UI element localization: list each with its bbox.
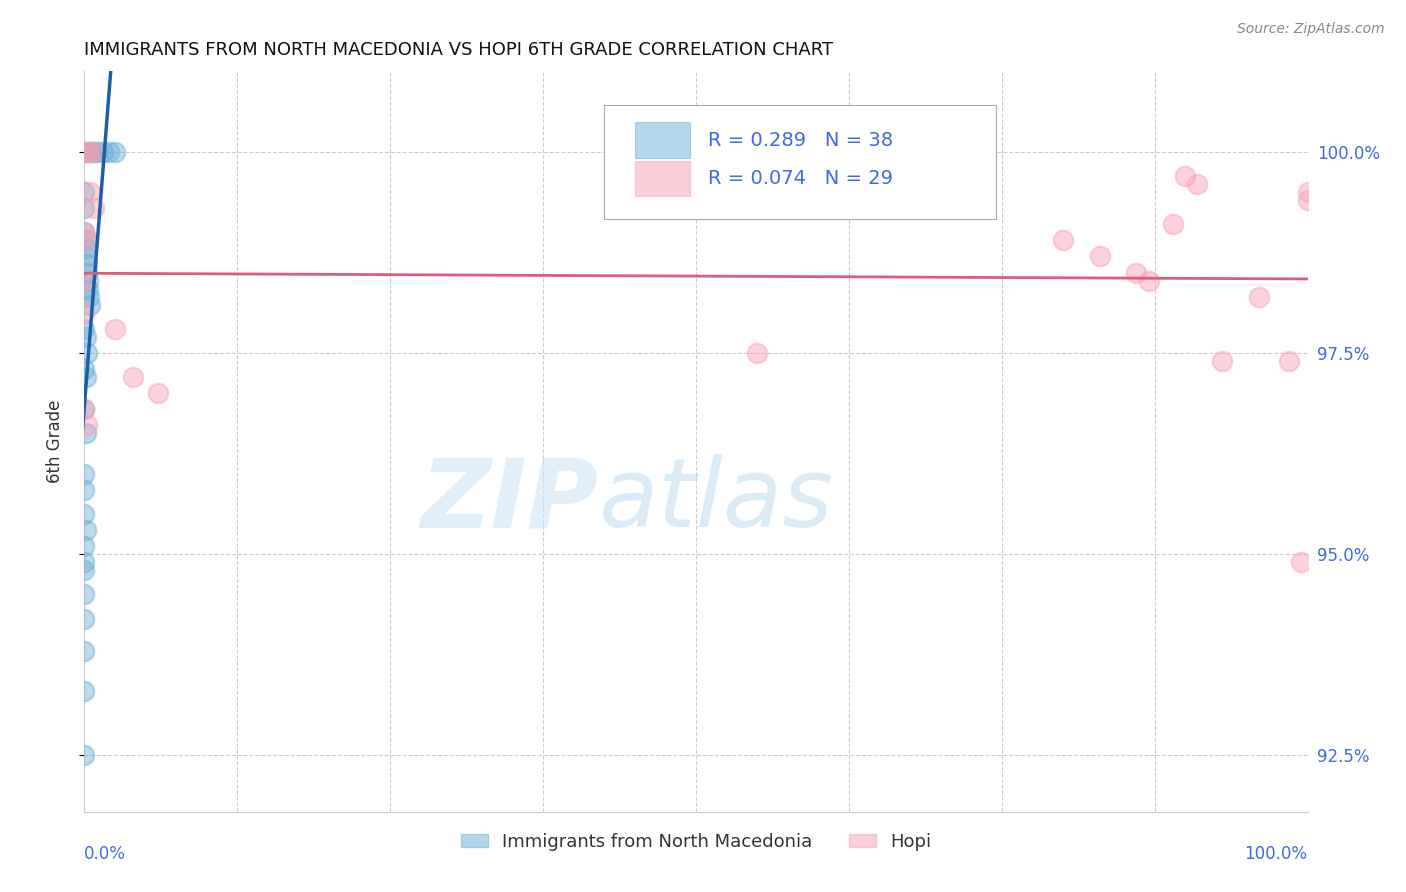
Point [73, 274, 96, 288]
Point [1296, 193, 1319, 207]
Point [79, 298, 101, 312]
Point [75, 426, 97, 441]
Point [1161, 217, 1184, 231]
Point [73, 362, 96, 376]
Text: R = 0.074   N = 29: R = 0.074 N = 29 [709, 169, 893, 188]
Point [122, 370, 145, 384]
Point [747, 346, 769, 360]
Point [73, 185, 96, 199]
Point [76, 266, 98, 280]
Point [75, 330, 97, 344]
Point [104, 145, 127, 159]
Point [75, 233, 97, 247]
FancyBboxPatch shape [636, 122, 690, 158]
Point [104, 322, 127, 336]
Point [77, 145, 100, 159]
Point [73, 201, 96, 215]
Point [73, 306, 96, 320]
Point [1125, 266, 1147, 280]
Point [73, 402, 96, 417]
Y-axis label: 6th Grade: 6th Grade [45, 400, 63, 483]
Text: 100.0%: 100.0% [1244, 845, 1308, 863]
Point [77, 274, 100, 288]
Point [76, 418, 98, 433]
Text: 0.0%: 0.0% [84, 845, 127, 863]
Point [76, 346, 98, 360]
Point [75, 241, 97, 255]
Point [73, 225, 96, 239]
Text: ZIP: ZIP [420, 454, 598, 548]
Point [1211, 354, 1233, 368]
Point [1296, 185, 1319, 199]
Point [73, 402, 96, 417]
Point [1278, 354, 1301, 368]
Point [1137, 274, 1160, 288]
Point [75, 370, 97, 384]
Point [73, 145, 96, 159]
Point [73, 322, 96, 336]
Point [1088, 250, 1111, 264]
Text: R = 0.289   N = 38: R = 0.289 N = 38 [709, 131, 893, 150]
Point [146, 386, 169, 401]
Point [73, 539, 96, 553]
Point [82, 145, 104, 159]
FancyBboxPatch shape [605, 104, 995, 219]
Point [75, 523, 97, 537]
Point [77, 290, 100, 304]
Point [1052, 233, 1074, 247]
Point [83, 201, 105, 215]
Legend: Immigrants from North Macedonia, Hopi: Immigrants from North Macedonia, Hopi [454, 826, 938, 858]
Point [1187, 177, 1209, 191]
Text: IMMIGRANTS FROM NORTH MACEDONIA VS HOPI 6TH GRADE CORRELATION CHART: IMMIGRANTS FROM NORTH MACEDONIA VS HOPI … [84, 41, 834, 59]
Point [97, 145, 120, 159]
Point [76, 258, 98, 272]
Point [73, 507, 96, 521]
Point [73, 563, 96, 577]
Point [73, 145, 96, 159]
Point [73, 225, 96, 239]
Point [73, 555, 96, 569]
Point [91, 145, 114, 159]
Point [73, 644, 96, 658]
Point [1291, 555, 1313, 569]
Point [1247, 290, 1270, 304]
Point [73, 611, 96, 625]
Point [953, 177, 976, 191]
Text: Source: ZipAtlas.com: Source: ZipAtlas.com [1237, 22, 1385, 37]
FancyBboxPatch shape [636, 161, 690, 196]
Point [86, 145, 108, 159]
Point [77, 233, 100, 247]
Point [77, 282, 100, 296]
Point [75, 250, 97, 264]
Text: atlas: atlas [598, 454, 834, 548]
Point [73, 587, 96, 601]
Point [82, 145, 104, 159]
Point [73, 467, 96, 481]
Point [73, 483, 96, 497]
Point [73, 684, 96, 698]
Point [79, 185, 101, 199]
Point [73, 748, 96, 763]
Point [1174, 169, 1197, 183]
Point [77, 145, 100, 159]
